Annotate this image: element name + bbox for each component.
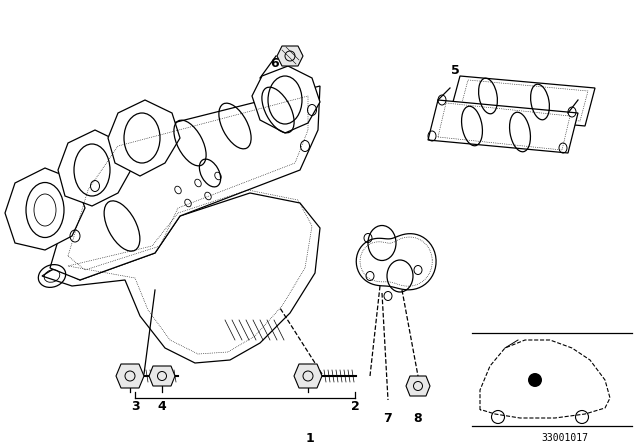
Polygon shape	[480, 340, 610, 418]
Polygon shape	[50, 86, 320, 280]
Polygon shape	[58, 130, 132, 206]
Polygon shape	[277, 46, 303, 66]
Text: 4: 4	[157, 400, 166, 413]
Polygon shape	[42, 193, 320, 363]
Text: 6: 6	[271, 56, 279, 69]
Text: 7: 7	[383, 412, 392, 425]
Text: 3: 3	[131, 400, 140, 413]
Polygon shape	[356, 234, 436, 290]
Polygon shape	[149, 366, 175, 386]
Text: 2: 2	[351, 400, 360, 413]
Text: 1: 1	[306, 431, 314, 444]
Text: 33001017: 33001017	[541, 433, 589, 443]
Polygon shape	[5, 168, 85, 250]
Polygon shape	[252, 66, 320, 133]
Ellipse shape	[528, 373, 542, 387]
Text: 5: 5	[451, 64, 460, 77]
Polygon shape	[294, 364, 322, 388]
Polygon shape	[108, 100, 180, 176]
Polygon shape	[406, 376, 430, 396]
Polygon shape	[116, 364, 144, 388]
Text: 8: 8	[413, 412, 422, 425]
Polygon shape	[450, 76, 595, 126]
Polygon shape	[428, 100, 578, 153]
